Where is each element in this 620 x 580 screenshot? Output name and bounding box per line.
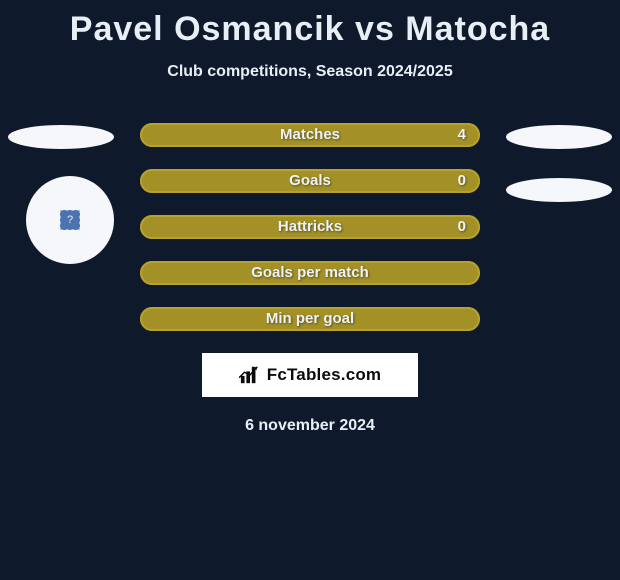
stat-row: Min per goal xyxy=(140,307,480,331)
brand-badge: FcTables.com xyxy=(202,353,418,397)
stat-row-label: Min per goal xyxy=(140,307,480,331)
stat-row-label: Goals xyxy=(140,169,480,193)
brand-chart-icon xyxy=(239,365,261,385)
stat-row-label: Hattricks xyxy=(140,215,480,239)
stat-row: Goals0 xyxy=(140,169,480,193)
stat-row-value-right: 0 xyxy=(458,169,466,193)
stat-row-value-right: 0 xyxy=(458,215,466,239)
brand-text: FcTables.com xyxy=(267,365,382,385)
stat-row-value-right: 4 xyxy=(458,123,466,147)
subtitle: Club competitions, Season 2024/2025 xyxy=(0,63,620,81)
stat-row-label: Goals per match xyxy=(140,261,480,285)
date-label: 6 november 2024 xyxy=(0,417,620,435)
page-title: Pavel Osmancik vs Matocha xyxy=(0,0,620,49)
stat-row-label: Matches xyxy=(140,123,480,147)
stat-row: Matches4 xyxy=(140,123,480,147)
stat-row: Hattricks0 xyxy=(140,215,480,239)
stat-row: Goals per match xyxy=(140,261,480,285)
comparison-stats: Matches4Goals0Hattricks0Goals per matchM… xyxy=(0,123,620,331)
